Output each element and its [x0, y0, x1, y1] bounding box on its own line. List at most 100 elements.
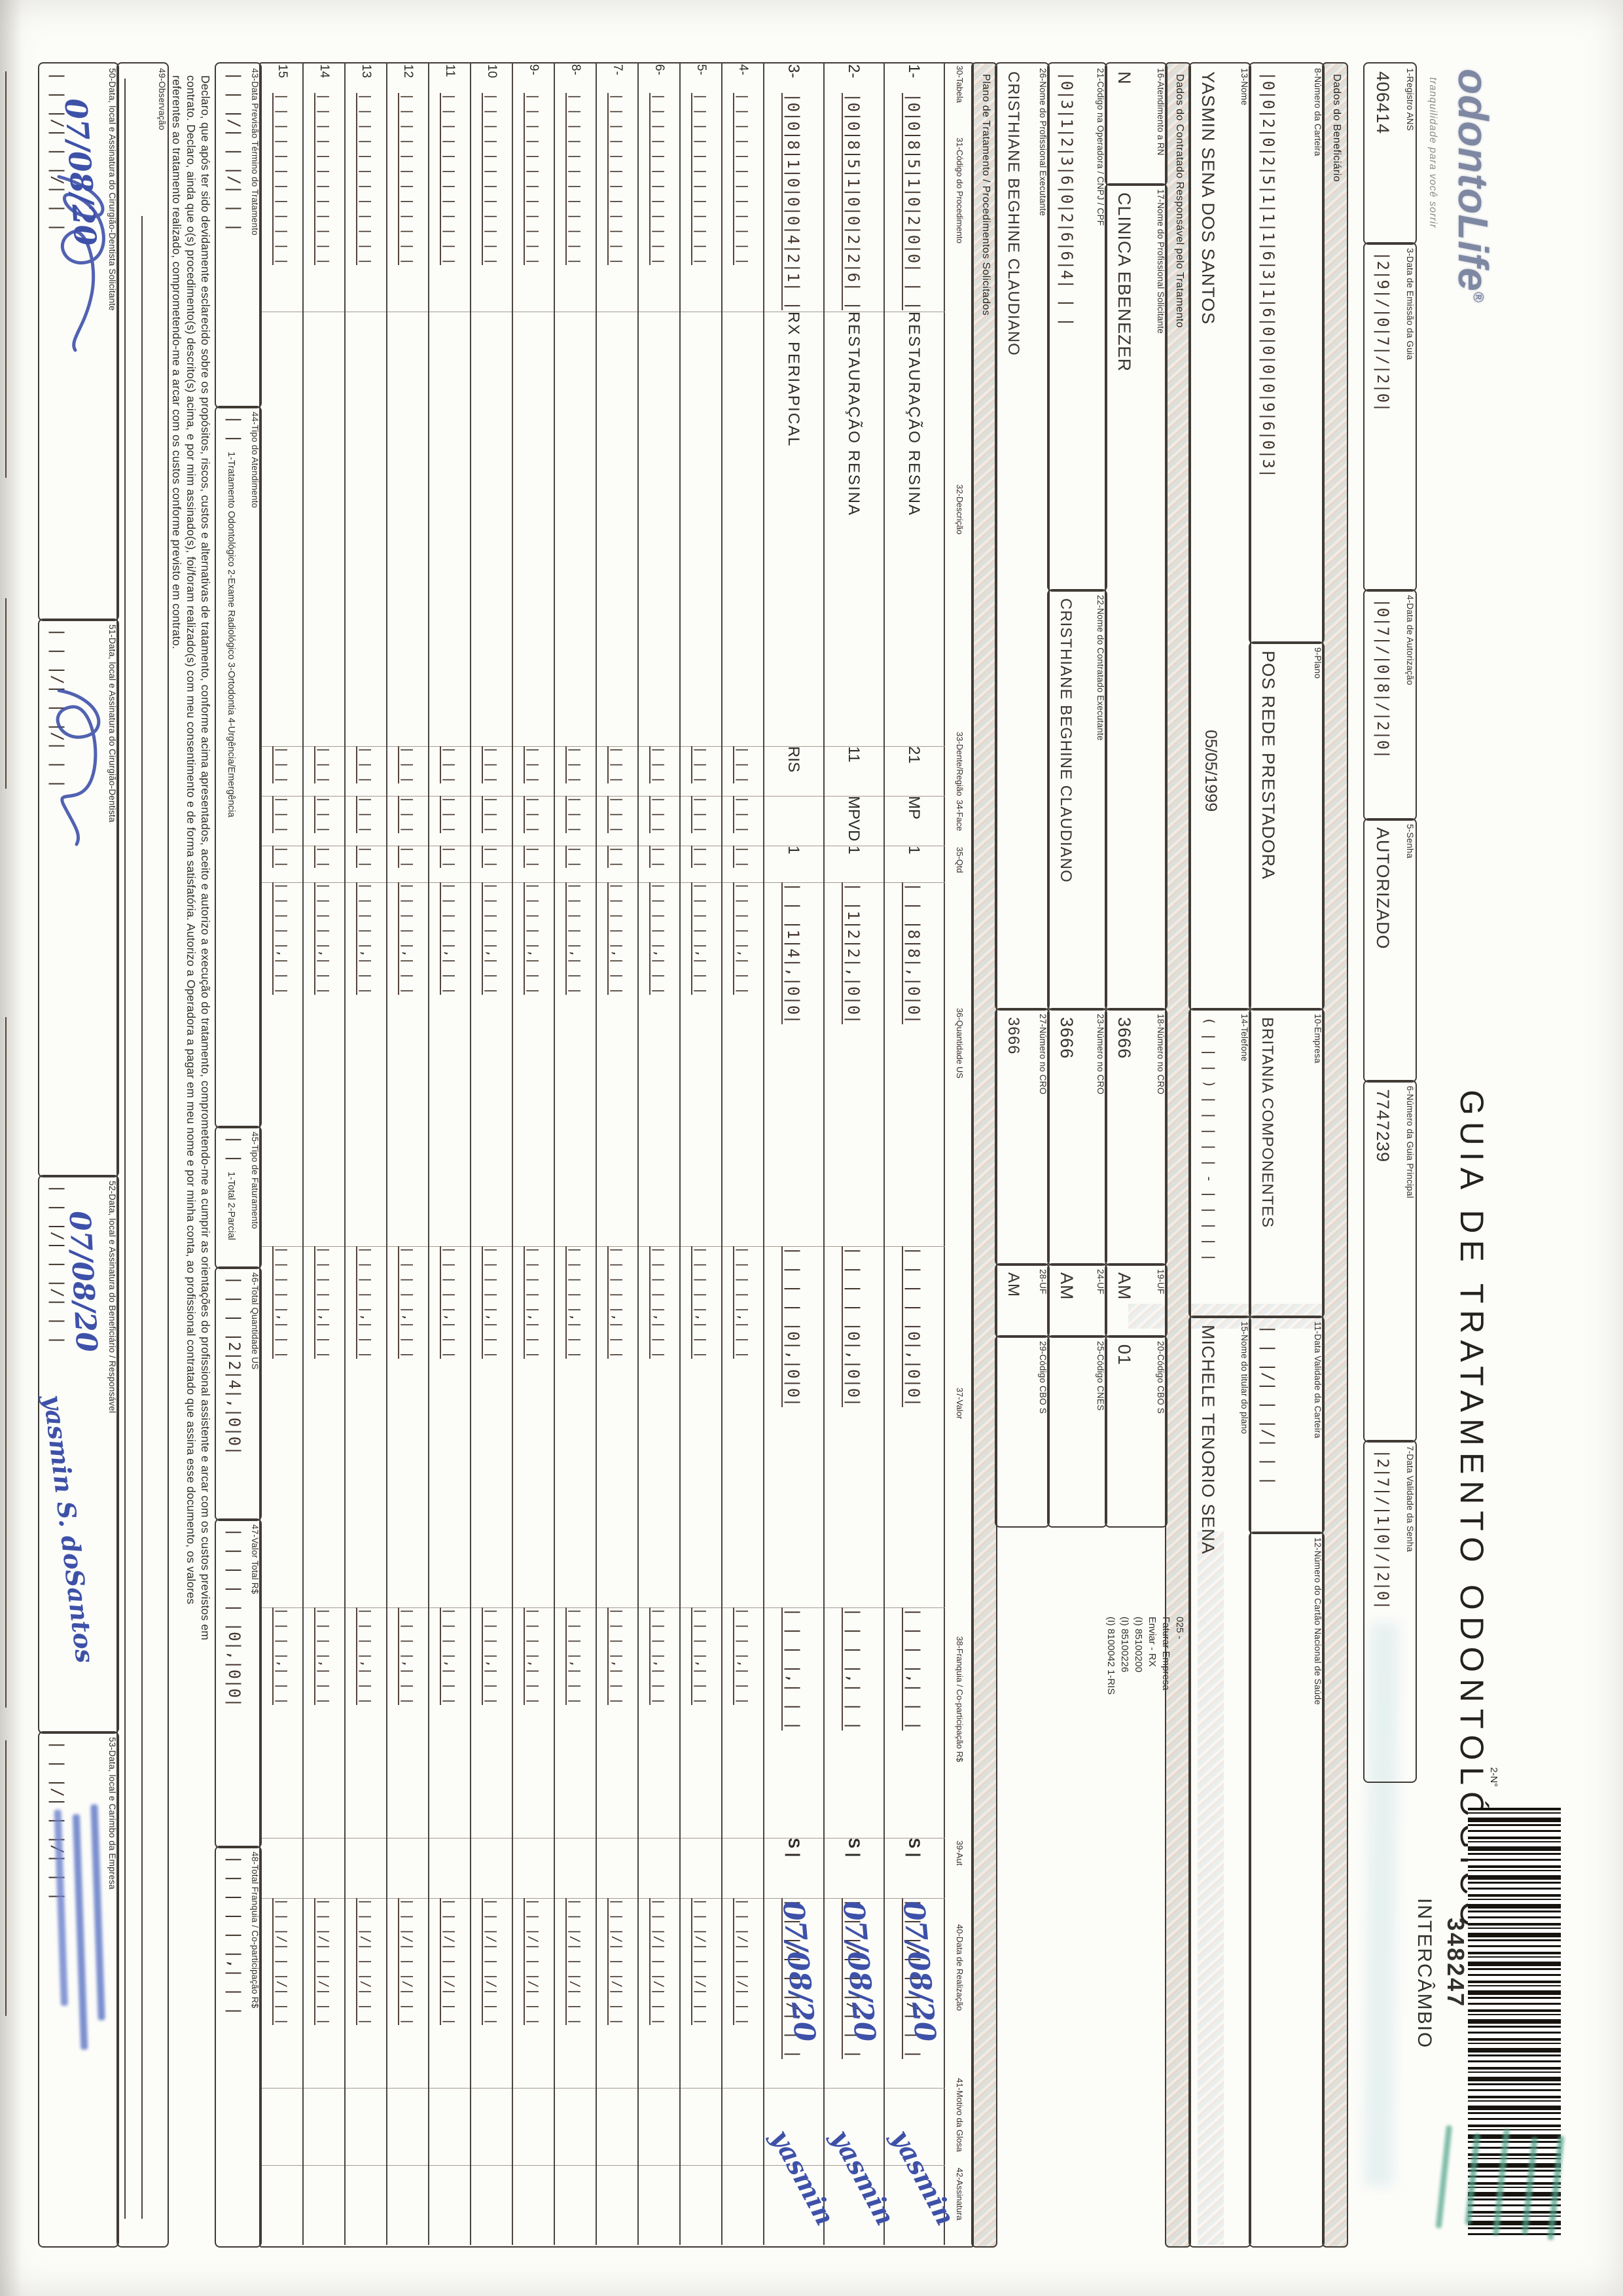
routing-line-5: (I) 8100042 1-RIS [1105, 1617, 1116, 1695]
field-f10-label: 10-Empresa [1313, 1014, 1323, 1064]
row11-face: | | | [440, 796, 457, 834]
field-f27-label: 27-Número no CRO [1038, 1014, 1048, 1095]
row9-qtd: | | [524, 846, 541, 869]
field-f52-value: | | |/| | |/| | | [5, 1184, 67, 1345]
table-header-h39: 39-Aut [955, 1840, 965, 1866]
row6-face: | | | [649, 796, 666, 834]
field-f25-label: 25-Código CNES [1096, 1341, 1105, 1411]
odontolife-logo: odontoLife® [1450, 69, 1497, 303]
row9-number: 9- [527, 64, 541, 75]
field-f28-label: 28-UF [1038, 1269, 1048, 1295]
routing-line-4: (I) 85100226 [1119, 1617, 1130, 1673]
row11-dente: | | | [440, 746, 457, 784]
row4-quantidade-us: | | | | |,| | | [733, 882, 750, 995]
row3-aut: S | [785, 1838, 802, 1857]
table-column-line-9 [262, 2088, 945, 2089]
barcode-caption: INTERCÂMBIO [1414, 1898, 1435, 2049]
table-column-line-7 [262, 1838, 945, 1839]
row5-data-realizacao: | | |/| | |/| | | [691, 1898, 708, 2026]
row14-quantidade-us: | | | | |,| | | [314, 882, 331, 995]
row1-franquia: | | | |,| | | [902, 1607, 923, 1731]
field-f9-label: 9-Plano [1313, 647, 1323, 679]
table-header-h34: 34-Face [955, 800, 965, 831]
field-f16-label: 16-Atendimento a RN [1156, 68, 1166, 156]
barcode-number: 348247 [1442, 1918, 1469, 2009]
row2-qtd: 1 [845, 846, 863, 855]
row2-face: MPVD [845, 796, 863, 842]
table-header-h38: 38-Franquia / Co-participação R$ [955, 1636, 965, 1763]
row14-number: 14 [317, 64, 331, 79]
row1-dente: 21 [905, 746, 923, 764]
row4-number: 4- [736, 64, 750, 75]
row1-qtd: 1 [905, 846, 923, 855]
row2-quantidade-us: | |1|2|2|,|0|0| [842, 882, 863, 1024]
row4-dente: | | | [733, 746, 750, 784]
company-stamp [41, 1799, 111, 2063]
dentist-signature-scrawl-51 [56, 689, 101, 846]
row1-number: 1- [905, 64, 923, 79]
row10-data-realizacao: | | |/| | |/| | | [482, 1898, 499, 2026]
table-row-separator-8 [554, 62, 555, 2245]
row13-dente: | | | [356, 746, 373, 784]
field-f24-label: 24-UF [1096, 1269, 1105, 1295]
table-row-separator-5 [679, 62, 681, 2245]
row14-qtd: | | [314, 846, 331, 869]
row12-data-realizacao: | | |/| | |/| | | [398, 1898, 415, 2026]
field-f44-label: 44-Tipo do Atendimento [250, 412, 260, 509]
row4-code: | | | | | | | | | | | | [733, 93, 750, 266]
table-header-h36: 36-Quantidade US [955, 1008, 965, 1079]
row11-number: 11 [443, 64, 457, 77]
row10-face: | | | [482, 796, 499, 834]
row12-number: 12 [401, 64, 415, 79]
row1-code: |0|0|8|5|1|0|2|0|0| | | [902, 93, 923, 311]
row8-number: 8- [569, 64, 582, 75]
row5-number: 5- [694, 64, 708, 75]
row1-valor: | | | | |0|,|0|0| [902, 1246, 923, 1407]
field-f22-label: 22-Nome do Contratado Executante [1096, 595, 1105, 741]
row5-quantidade-us: | | | | |,| | | [691, 882, 708, 995]
table-row-separator-11 [428, 62, 429, 2245]
row15-face: | | | [272, 796, 289, 834]
row14-code: | | | | | | | | | | | | [314, 93, 331, 266]
row4-valor: | | | | |,| | | [733, 1246, 750, 1359]
table-header-h31: 31-Código do Procedimento [955, 137, 965, 243]
row6-franquia: | | | |,| | | [649, 1607, 666, 1705]
row13-face: | | | [356, 796, 373, 834]
field-f5-label: 5-Senha [1405, 824, 1415, 859]
row9-quantidade-us: | | | | |,| | | [524, 882, 541, 995]
field-f3-label: 3-Data de Emissão da Guia [1405, 248, 1415, 360]
field-f1-label: 1-Registro ANS [1405, 68, 1415, 131]
row7-number: 7- [611, 64, 624, 75]
row5-qtd: | | [691, 846, 708, 869]
field-f45-label: 45-Tipo de Faturamento [250, 1132, 260, 1229]
row3-franquia: | | | |,| | | [781, 1607, 802, 1731]
row9-face: | | | [524, 796, 541, 834]
field-f8-label: 8-Número da Carteira [1313, 68, 1323, 156]
field-f44 [215, 406, 262, 1128]
row8-dente: | | | [565, 746, 582, 784]
dentist-signature-scrawl-50 [57, 175, 105, 352]
row4-face: | | | [733, 796, 750, 834]
table-header-h30: 30-Tabela [955, 65, 965, 103]
declaration-line-2: contrato. Declaro, ainda que o(s) proced… [185, 75, 198, 1605]
row12-quantidade-us: | | | | |,| | | [398, 882, 415, 995]
table-row-separator-7 [596, 62, 597, 2245]
row15-data-realizacao: | | |/| | |/| | | [272, 1898, 289, 2026]
table-header-h40: 40-Data de Realização [955, 1924, 965, 2011]
field-f7-label: 7-Data Validade da Senha [1405, 1446, 1415, 1552]
row7-quantidade-us: | | | | |,| | | [607, 882, 624, 995]
field-f18-label: 18-Número no CRO [1156, 1014, 1166, 1095]
observacao-line-1 [141, 216, 143, 2219]
routing-line-2: Enviar - RX [1147, 1617, 1158, 1667]
field-f12-label: 12-Número do Cartão Nacional de Saúde [1313, 1537, 1323, 1705]
row15-valor: | | | | |,| | | [272, 1246, 289, 1359]
row12-franquia: | | | |,| | | [398, 1607, 415, 1705]
row10-quantidade-us: | | | | |,| | | [482, 882, 499, 995]
row12-dente: | | | [398, 746, 415, 784]
logo-tagline: tranquilidade para você sorrir [1427, 77, 1438, 228]
row15-code: | | | | | | | | | | | | [272, 93, 289, 266]
row15-dente: | | | [272, 746, 289, 784]
row10-code: | | | | | | | | | | | | [482, 93, 499, 266]
row7-valor: | | | | |,| | | [607, 1246, 624, 1359]
field-f44-options: 1-Tratamento Odontológico 2-Exame Radiol… [226, 452, 236, 817]
